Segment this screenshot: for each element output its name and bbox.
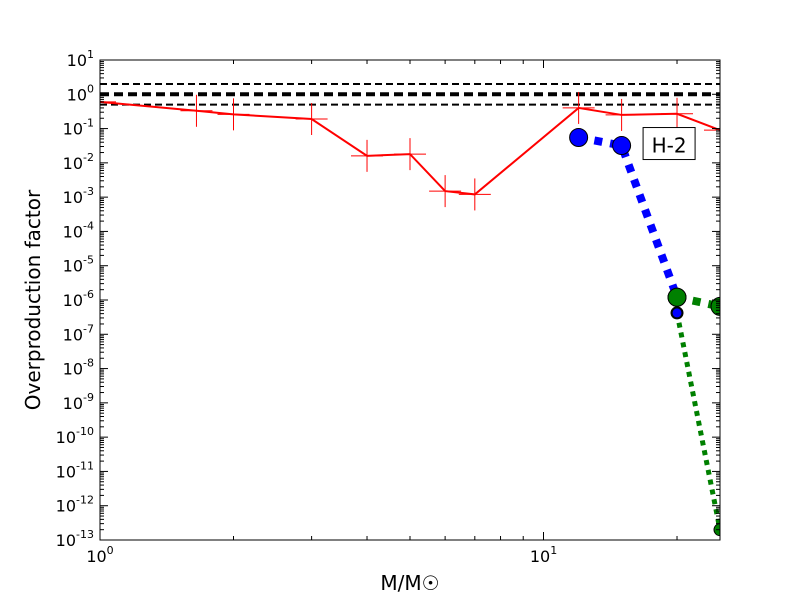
y-tick-label: 100: [67, 82, 94, 104]
series-line: [577, 133, 681, 299]
y-tick-label: 10-10: [56, 425, 94, 447]
data-point: [671, 307, 683, 319]
data-point: [612, 136, 632, 156]
y-axis-label: Overproduction factor: [21, 189, 45, 410]
x-tick-label: 101: [530, 544, 557, 566]
annotation-label: H-2: [652, 134, 687, 158]
y-tick-label: 10-2: [63, 151, 94, 173]
y-tick-label: 10-12: [56, 494, 94, 516]
y-tick-label: 10-7: [63, 322, 94, 344]
x-tick-label: 100: [86, 544, 113, 566]
annotation-box: [642, 127, 696, 161]
y-tick-label: 10-9: [63, 391, 94, 413]
y-tick-label: 10-3: [63, 185, 94, 207]
y-tick-label: 10-6: [63, 288, 94, 310]
data-point: [667, 287, 687, 307]
data-point: [569, 127, 589, 147]
y-tick-label: 10-11: [56, 459, 94, 481]
y-tick-label: 10-5: [63, 254, 94, 276]
x-axis-label: M/M☉: [380, 571, 439, 595]
y-tick-label: 10-8: [63, 357, 94, 379]
y-tick-label: 10-4: [63, 219, 94, 241]
series-line: [674, 312, 720, 531]
y-tick-label: 101: [67, 48, 94, 70]
plot-frame: [99, 59, 721, 541]
y-tick-label: 10-1: [63, 117, 94, 139]
y-tick-label: 10-13: [56, 528, 94, 550]
